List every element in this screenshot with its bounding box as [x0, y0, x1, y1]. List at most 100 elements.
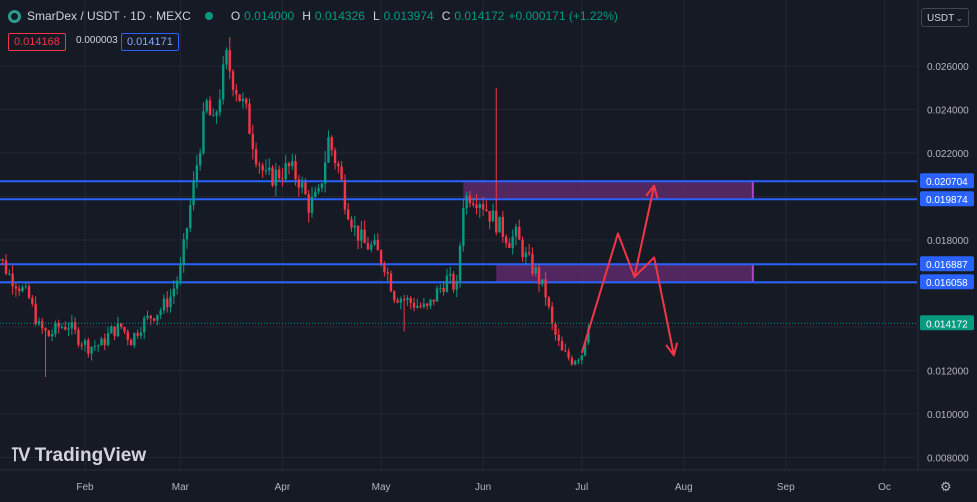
candle-body [458, 246, 462, 281]
candle-body [508, 243, 511, 248]
resistance-zone [463, 181, 753, 200]
high-value: 0.014326 [314, 9, 365, 23]
candle-body [547, 297, 551, 307]
chevron-down-icon: ⌄ [955, 13, 963, 23]
open-label: O [230, 9, 241, 23]
candle-body [103, 338, 106, 346]
candle-body [343, 179, 347, 210]
candle-body [323, 162, 327, 184]
candle-body [327, 137, 330, 163]
candle-body [294, 161, 297, 180]
candle-body [31, 297, 34, 304]
candle-body [452, 273, 455, 290]
x-tick-label: Apr [275, 482, 291, 493]
x-tick-label: Sep [777, 482, 795, 493]
candle-body [195, 165, 199, 181]
tradingview-logo[interactable]: ⊺V TradingView [10, 444, 146, 467]
market-status-icon [204, 12, 213, 20]
candle-body [383, 263, 386, 273]
candle-body [215, 112, 218, 116]
currency-selector[interactable]: USDT ⌄ [921, 8, 969, 27]
candle-body [432, 299, 435, 302]
candle-body [274, 169, 278, 186]
spread-value: 0.000003 [76, 35, 118, 46]
y-tick-label: 0.010000 [927, 410, 969, 421]
candle-body [90, 346, 93, 354]
candle-body [110, 326, 113, 334]
candle-body [340, 166, 343, 180]
candle-body [300, 182, 304, 188]
candle-body [268, 167, 271, 171]
candle-body [87, 340, 90, 354]
candle-body [366, 242, 370, 250]
smardex-logo-icon [8, 9, 21, 23]
symbol-title[interactable]: SmarDex / USDT · 1D · MEXC [27, 9, 191, 23]
candle-body [541, 279, 544, 285]
candle-body [518, 226, 521, 240]
candle-body [350, 219, 353, 228]
candle-body [406, 298, 409, 300]
candle-body [337, 163, 340, 167]
candle-body [50, 334, 54, 337]
symbol-legend: SmarDex / USDT · 1D · MEXC O 0.014000 H 0.… [8, 9, 618, 23]
candle-body [221, 64, 225, 100]
candle-body [205, 100, 208, 112]
candle-body [501, 216, 505, 237]
candle-body [172, 288, 176, 297]
candle-body [560, 340, 564, 351]
settings-gear-icon[interactable]: ⚙ [940, 479, 952, 494]
tradingview-icon: ⊺V [10, 445, 31, 466]
candle-body [554, 323, 557, 335]
candles [0, 37, 590, 378]
sell-price-button[interactable]: 0.014168 [8, 33, 66, 51]
level-price-tag [920, 256, 974, 272]
candle-body [261, 165, 264, 171]
candle-body [317, 188, 320, 192]
candle-body [67, 328, 70, 330]
candle-body [113, 326, 116, 337]
candle-body [212, 115, 215, 117]
candle-body [363, 229, 366, 243]
candle-body [448, 273, 452, 276]
candle-body [21, 287, 24, 292]
candle-body [481, 204, 485, 210]
candle-body [521, 239, 524, 258]
candle-body [41, 321, 44, 329]
candle-body [228, 50, 231, 72]
candle-body [389, 273, 393, 292]
candle-body [208, 100, 212, 116]
candle-body [399, 299, 403, 303]
candle-body [550, 306, 554, 324]
candle-body [60, 327, 64, 329]
candle-body [412, 302, 416, 308]
candle-body [264, 170, 268, 172]
candle-body [182, 239, 185, 266]
candle-body [4, 260, 8, 274]
y-tick-label: 0.008000 [927, 454, 969, 465]
candle-body [271, 167, 274, 186]
y-tick-label: 0.022000 [927, 149, 969, 160]
candle-body [179, 265, 182, 281]
candle-body [254, 149, 258, 165]
candle-body [422, 303, 426, 307]
candle-body [139, 332, 143, 336]
candle-body [488, 211, 491, 222]
candle-body [258, 164, 261, 166]
y-tick-label: 0.012000 [927, 367, 969, 378]
candle-body [1, 259, 4, 261]
candle-body [235, 89, 238, 95]
level-price-tag [920, 173, 974, 189]
buy-price-button[interactable]: 0.014171 [121, 33, 179, 51]
candle-body [34, 303, 37, 325]
candle-body [534, 267, 537, 274]
currency-label: USDT [927, 13, 955, 24]
candle-body [231, 71, 235, 90]
change-value: +0.000171 (+1.22%) [508, 9, 618, 23]
candle-body [429, 299, 432, 306]
candle-body [577, 359, 580, 361]
candle-body [310, 196, 314, 213]
candle-body [514, 226, 518, 237]
y-tick-label: 0.018000 [927, 236, 969, 247]
candle-body [511, 236, 514, 248]
